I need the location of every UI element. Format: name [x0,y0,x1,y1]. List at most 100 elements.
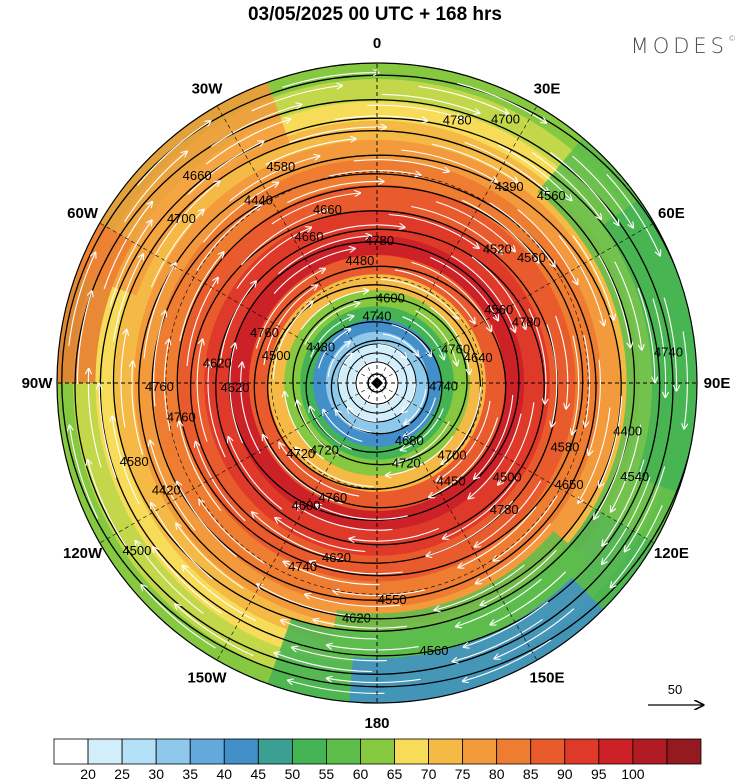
streamline [683,331,687,429]
height-contour [292,296,468,466]
streamline [282,73,379,88]
streamline [278,236,371,275]
streamline [240,210,327,266]
streamline [464,141,549,192]
colorbar-label: 20 [80,766,96,782]
contour-label: 4440 [244,193,273,208]
streamline [205,119,290,165]
svg-text:4550: 4550 [378,592,407,607]
streamline [418,85,509,113]
height-contour [330,339,430,435]
svg-text:4740: 4740 [288,559,317,574]
contour-label: 4600 [376,291,405,306]
brand-name: MODES [630,34,728,58]
streamline [602,459,645,546]
streamline [555,315,568,409]
svg-text:4700: 4700 [491,112,520,127]
streamline [112,416,140,505]
contour-label: 4760 [167,410,196,425]
contour-label: 4650 [555,477,584,492]
streamline [318,329,351,369]
streamline [442,386,482,465]
streamline [151,503,213,580]
streamline [120,330,127,428]
streamline [435,201,515,252]
streamline [143,263,176,359]
streamline [531,152,601,219]
streamline [314,225,404,239]
contour-label: 4720 [392,455,421,470]
streamline [136,541,204,614]
contour-label: 4740 [429,379,458,394]
colorbar-label: 100 [621,766,645,782]
svg-text:4680: 4680 [395,433,424,448]
colorbar-swatch [598,738,634,765]
contour-label: 4500 [493,470,522,485]
contour-label: 4760 [441,342,470,357]
longitude-label: 90W [22,375,54,392]
streamline [429,306,469,374]
colorbar-label: 40 [217,766,233,782]
colorbar-swatch [189,738,225,765]
svg-text:4520: 4520 [483,241,512,256]
longitude-label: 90E [704,375,731,392]
streamline [395,421,450,464]
streamline [251,86,342,112]
height-contour [74,99,674,675]
brand-mark: © [728,34,736,43]
contour-label: 4550 [378,592,407,607]
streamline [401,408,444,451]
streamline [602,476,651,564]
svg-text:4480: 4480 [306,340,335,355]
streamline [88,460,126,546]
contour-label: 4580 [266,159,295,174]
height-contour [228,241,520,521]
colorbar-swatch [496,738,532,765]
streamline [431,143,517,182]
contour-label: 4560 [537,188,566,203]
streamline [199,500,265,564]
contour-label: 4740 [363,308,392,323]
contour-label: 4620 [221,380,250,395]
streamline [388,213,479,249]
svg-text:4760: 4760 [441,342,470,357]
contour-label: 4480 [306,340,335,355]
streamline [625,466,666,552]
streamline [154,181,219,256]
svg-text:4760: 4760 [167,410,196,425]
reference-vector-label: 50 [668,682,682,697]
streamline [335,115,427,121]
contour-label: 4700 [438,448,467,463]
streamline [219,281,256,364]
colorbar-swatch [155,738,191,765]
streamline [663,297,676,391]
streamline [183,566,257,622]
streamline [489,202,555,267]
streamline [528,308,546,404]
longitude-label: 150E [529,669,564,686]
streamline [70,426,99,519]
streamline [196,340,208,442]
streamline [381,93,480,113]
height-contour [176,185,584,577]
streamline [338,354,353,384]
streamline [211,105,301,148]
streamline [494,495,558,561]
streamline [304,303,360,345]
svg-text:4700: 4700 [438,448,467,463]
contour-label: 4660 [183,168,212,183]
streamline [275,653,373,673]
svg-text:4560: 4560 [484,302,513,317]
streamline [252,512,343,561]
streamline [468,413,522,499]
colorbar-swatch [121,738,157,765]
meridian [216,105,378,384]
meridian [99,382,378,544]
meridian [216,382,378,661]
streamline [241,363,261,454]
streamline [411,261,492,331]
meridian [376,222,655,384]
colorbar-label: 75 [455,766,471,782]
streamline [589,359,601,455]
svg-text:4480: 4480 [345,253,374,268]
